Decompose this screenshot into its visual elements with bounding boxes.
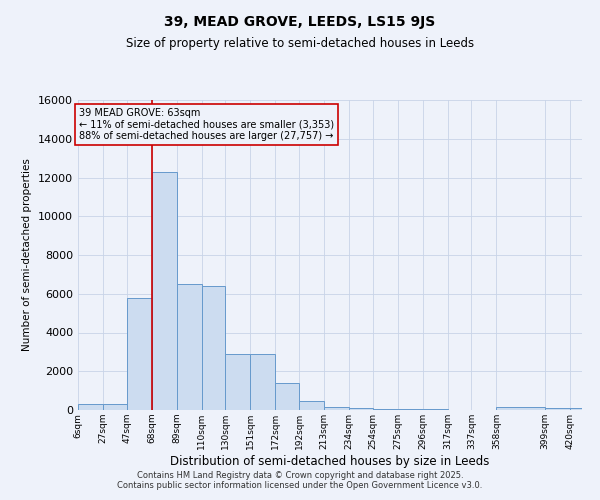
Bar xyxy=(226,354,250,410)
Bar xyxy=(349,408,373,410)
Bar xyxy=(398,409,423,410)
Bar xyxy=(250,354,275,410)
Text: Size of property relative to semi-detached houses in Leeds: Size of property relative to semi-detach… xyxy=(126,38,474,51)
X-axis label: Distribution of semi-detached houses by size in Leeds: Distribution of semi-detached houses by … xyxy=(170,454,490,468)
Bar xyxy=(570,408,582,410)
Bar xyxy=(152,172,176,410)
Bar xyxy=(176,284,202,410)
Text: Contains HM Land Registry data © Crown copyright and database right 2025.
Contai: Contains HM Land Registry data © Crown c… xyxy=(118,470,482,490)
Y-axis label: Number of semi-detached properties: Number of semi-detached properties xyxy=(22,158,32,352)
Bar xyxy=(324,407,349,410)
Bar xyxy=(103,404,127,410)
Bar xyxy=(373,408,398,410)
Bar xyxy=(202,286,226,410)
Text: 39, MEAD GROVE, LEEDS, LS15 9JS: 39, MEAD GROVE, LEEDS, LS15 9JS xyxy=(164,15,436,29)
Bar xyxy=(496,407,545,410)
Bar xyxy=(545,408,570,410)
Bar xyxy=(127,298,152,410)
Bar xyxy=(275,383,299,410)
Text: 39 MEAD GROVE: 63sqm
← 11% of semi-detached houses are smaller (3,353)
88% of se: 39 MEAD GROVE: 63sqm ← 11% of semi-detac… xyxy=(79,108,334,141)
Bar xyxy=(299,402,324,410)
Bar xyxy=(78,404,103,410)
